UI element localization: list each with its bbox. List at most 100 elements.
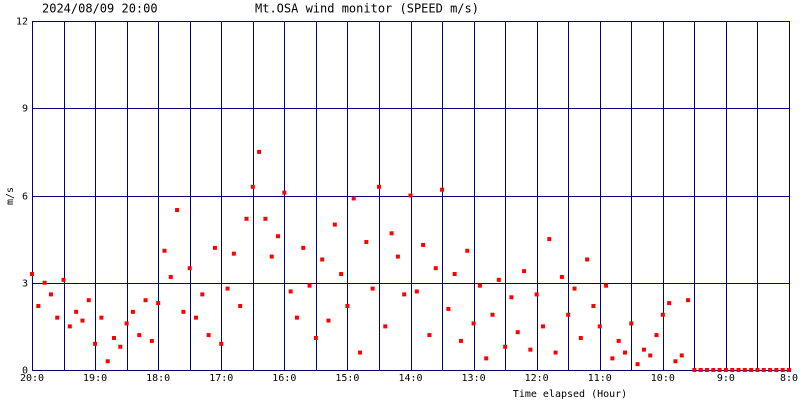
data-point	[276, 234, 281, 239]
data-point	[591, 304, 596, 309]
x-tick-label: 12:0	[525, 373, 549, 384]
data-point	[477, 283, 482, 288]
data-point	[622, 350, 627, 355]
x-tick-label: 17:0	[209, 373, 233, 384]
data-point	[301, 245, 306, 250]
data-point	[238, 304, 243, 309]
data-point	[364, 240, 369, 245]
data-point	[86, 298, 91, 303]
data-point	[522, 269, 527, 274]
data-point	[48, 292, 53, 297]
data-point	[105, 359, 110, 364]
data-point	[402, 292, 407, 297]
data-point	[395, 254, 400, 259]
x-axis-label: Time elapsed (Hour)	[513, 389, 627, 400]
data-point	[660, 312, 665, 317]
data-point	[61, 277, 66, 282]
data-point	[320, 257, 325, 262]
data-point	[326, 318, 331, 323]
x-tick-label: 9:0	[717, 373, 735, 384]
data-point	[787, 368, 791, 372]
data-point	[465, 248, 470, 253]
data-point	[231, 251, 236, 256]
data-point	[124, 321, 129, 326]
data-point	[559, 274, 564, 279]
data-point	[156, 301, 161, 306]
data-point	[654, 333, 659, 338]
data-point	[679, 353, 684, 358]
data-point	[553, 350, 558, 355]
data-point	[686, 298, 691, 303]
data-point	[515, 330, 520, 335]
data-point	[250, 184, 255, 189]
data-point	[408, 193, 413, 198]
data-point	[723, 368, 728, 372]
data-point	[80, 318, 85, 323]
data-point	[162, 248, 167, 253]
data-point	[345, 304, 350, 309]
data-point	[42, 280, 47, 285]
data-point	[484, 356, 489, 361]
data-point	[774, 368, 779, 372]
data-point	[194, 315, 199, 320]
x-tick-label: 19:0	[83, 373, 107, 384]
data-point	[578, 336, 583, 341]
data-point	[219, 341, 224, 346]
data-point	[534, 292, 539, 297]
y-tick-label: 0	[22, 366, 28, 377]
data-point	[175, 208, 180, 213]
data-point	[99, 315, 104, 320]
data-point	[585, 257, 590, 262]
chart-title: Mt.OSA wind monitor (SPEED m/s)	[255, 2, 479, 16]
data-point	[433, 266, 438, 271]
data-point	[503, 344, 508, 349]
data-point	[137, 333, 142, 338]
x-tick-label: 8:0	[780, 373, 798, 384]
data-point	[143, 298, 148, 303]
data-point	[93, 341, 98, 346]
data-point	[187, 266, 192, 271]
data-point	[307, 283, 312, 288]
x-tick-label: 11:0	[588, 373, 612, 384]
data-point	[610, 356, 615, 361]
data-point	[370, 286, 375, 291]
data-point	[383, 324, 388, 329]
data-point	[667, 301, 672, 306]
data-point	[339, 272, 344, 277]
data-point	[604, 283, 609, 288]
data-point	[269, 254, 274, 259]
data-point	[36, 304, 41, 309]
data-point	[509, 295, 514, 300]
data-point	[130, 309, 135, 314]
data-point	[244, 216, 249, 221]
data-point	[181, 309, 186, 314]
data-point	[389, 231, 394, 236]
data-point	[496, 277, 501, 282]
data-point	[471, 321, 476, 326]
data-point	[547, 237, 552, 242]
x-tick-label: 18:0	[146, 373, 170, 384]
data-point	[673, 359, 678, 364]
data-point	[641, 347, 646, 352]
plot-border	[32, 21, 790, 371]
y-tick-label: 12	[16, 17, 28, 28]
data-point	[55, 315, 60, 320]
data-point	[294, 315, 299, 320]
y-tick-label: 6	[22, 192, 28, 203]
data-point	[112, 336, 117, 341]
data-point	[458, 338, 463, 343]
data-point	[351, 196, 356, 201]
data-point	[698, 368, 703, 372]
y-tick-label: 3	[22, 279, 28, 290]
data-point	[742, 368, 747, 372]
x-tick-label: 10:0	[651, 373, 675, 384]
data-point	[206, 333, 211, 338]
data-point	[74, 309, 79, 314]
data-point	[452, 272, 457, 277]
data-point	[421, 242, 426, 247]
data-point	[648, 353, 653, 358]
x-tick-label: 20:0	[20, 373, 44, 384]
data-point	[692, 368, 697, 372]
data-point	[572, 286, 577, 291]
